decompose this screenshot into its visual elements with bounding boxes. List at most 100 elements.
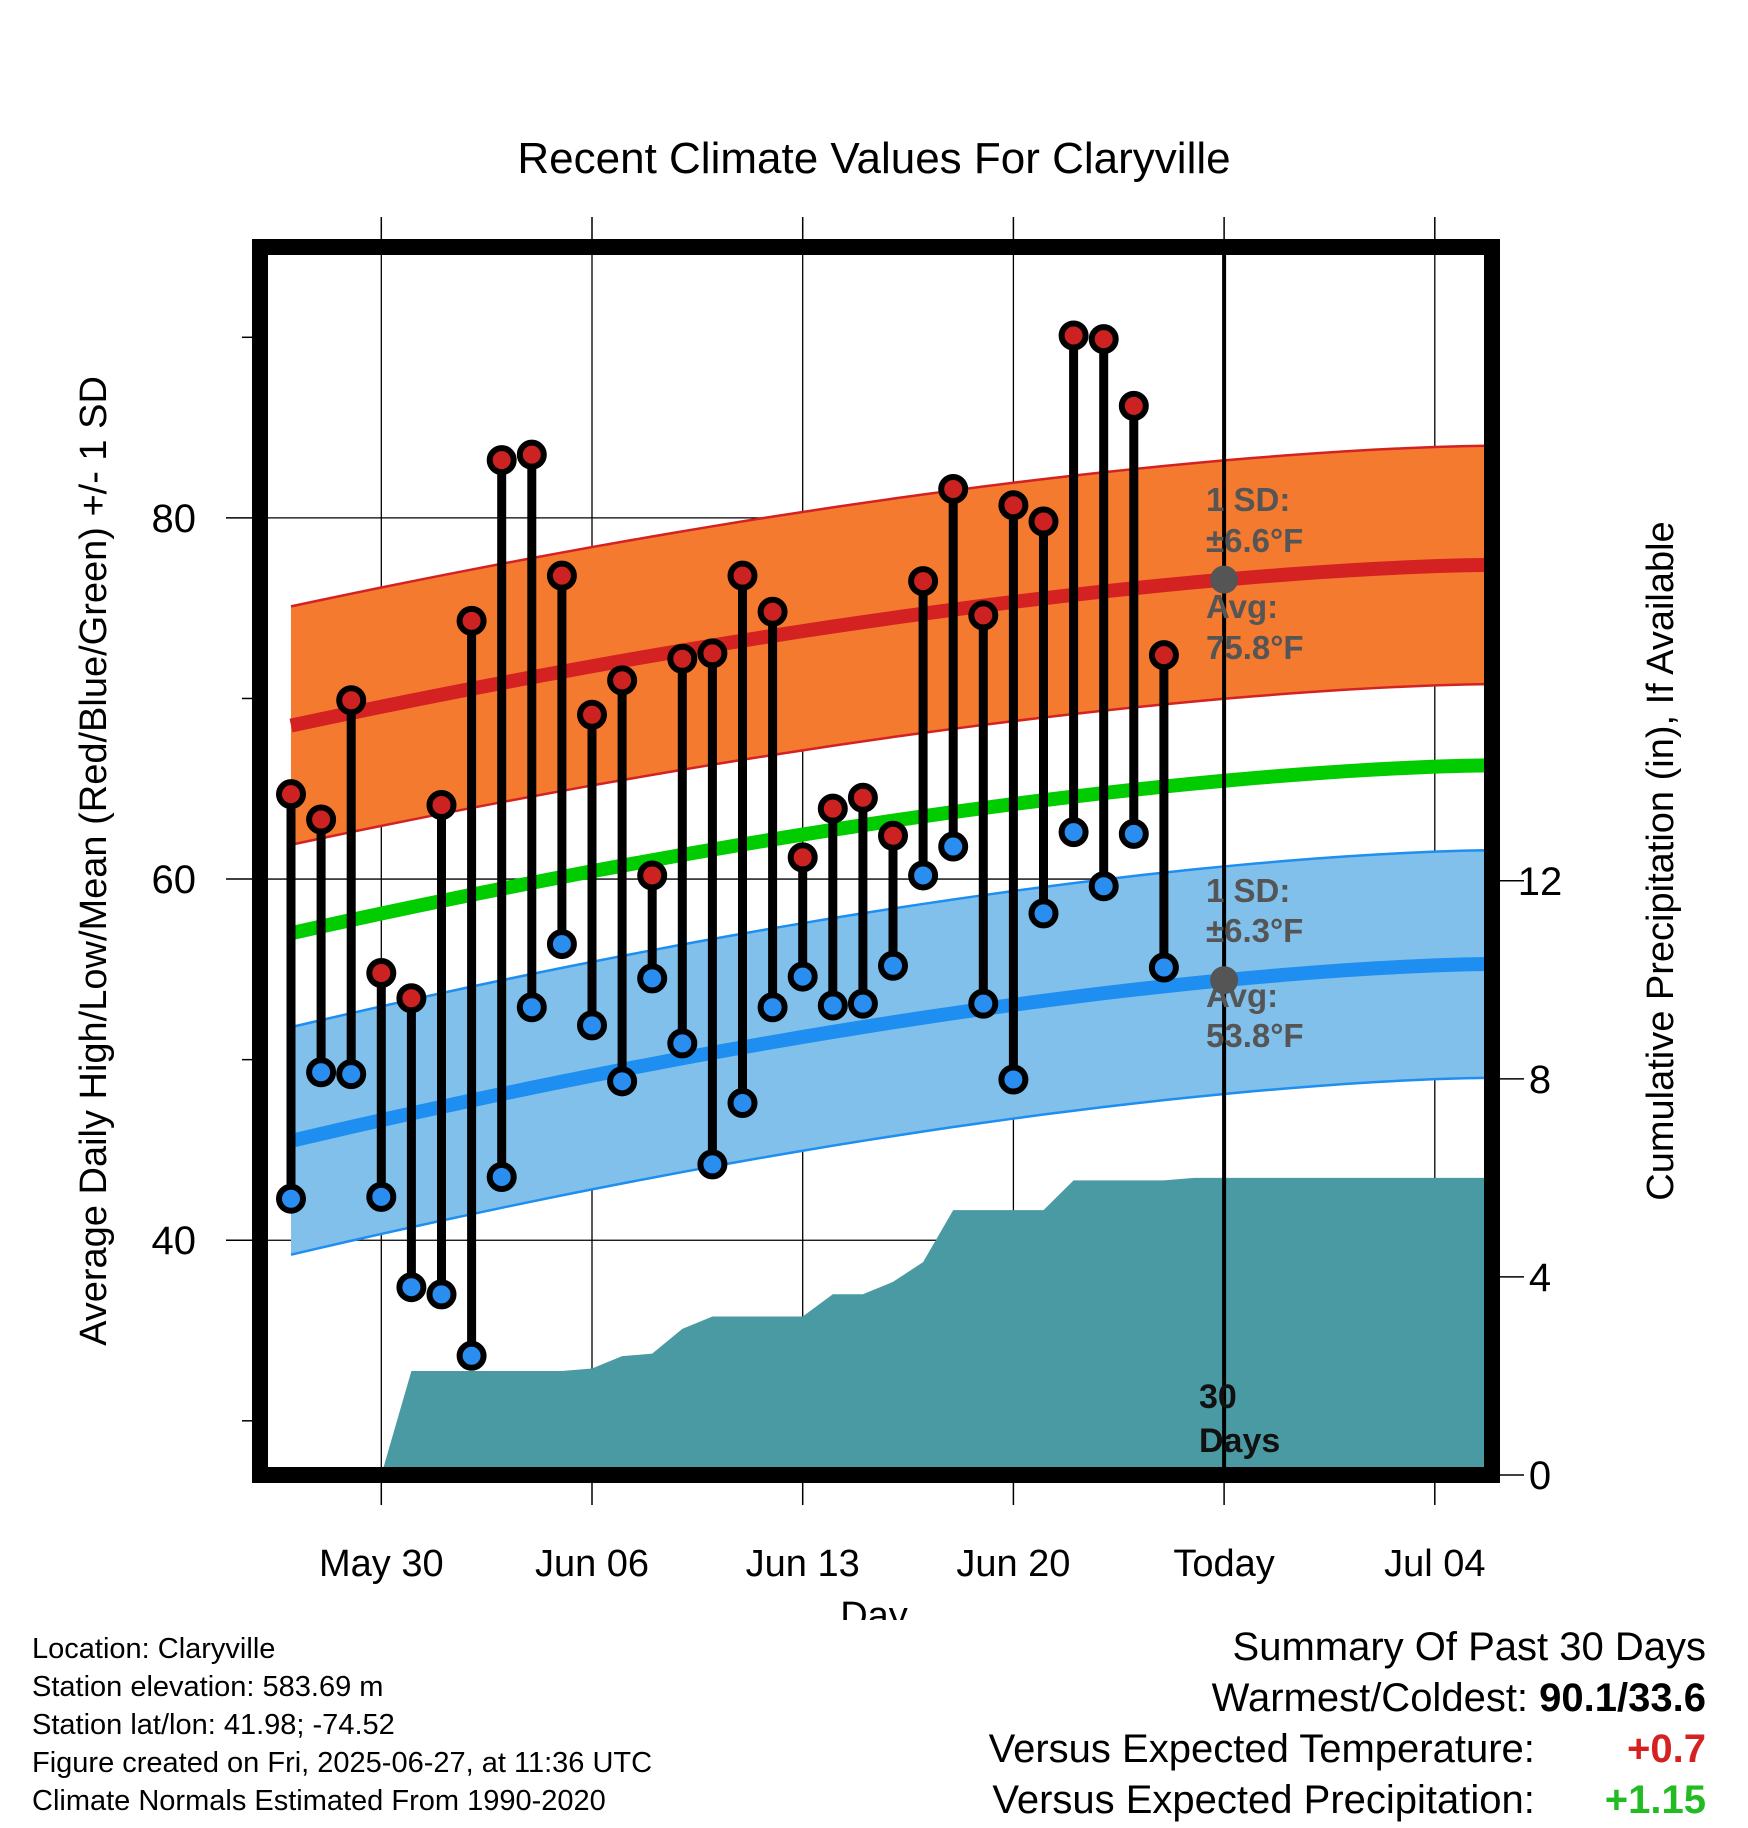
avg-low-line [289, 956, 1496, 1148]
y-axis-label-right: Cumulative Precipitation (in), If Availa… [1640, 521, 1682, 1200]
daily-low-point [577, 1010, 607, 1041]
elevation-text: Station elevation: 583.69 m [32, 1671, 384, 1703]
chart-title: Recent Climate Values For Claryville [517, 134, 1230, 183]
daily-high-point [998, 490, 1029, 521]
precipitation-area [291, 1177, 1495, 1475]
summary-warm-cold-row: Warmest/Coldest: 90.1/33.6 [989, 1673, 1706, 1724]
days-word-label: Days [1199, 1422, 1280, 1460]
x-axis-label: Day [840, 1595, 908, 1620]
low-sd-band [291, 850, 1495, 1255]
daily-low-point [637, 963, 668, 994]
axes: May 30 Jun 06 Jun 13 Jun 20 Today Jul 0440608… [152, 217, 1562, 1585]
daily-low-point [516, 992, 547, 1023]
daily-high-point [426, 790, 457, 821]
daily-high-point [607, 665, 638, 696]
daily-low-point [697, 1149, 728, 1180]
daily-high-point [1058, 320, 1089, 351]
low-band-lower-edge [290, 1076, 1496, 1256]
daily-low-point [486, 1162, 517, 1193]
daily-high-point [727, 560, 758, 591]
daily-high-point [878, 820, 908, 851]
daily-high-point [1148, 640, 1179, 671]
daily-low-point [396, 1272, 427, 1303]
daily-high-point [336, 685, 367, 716]
temp-label: Versus Expected Temperature: [988, 1727, 1535, 1771]
daily-low-point [968, 988, 999, 1019]
high-avg-label: Avg: [1206, 588, 1278, 625]
daily-high-point [456, 605, 487, 636]
daily-high-point [366, 957, 397, 988]
summary-title: Summary Of Past 30 Days [1232, 1625, 1706, 1669]
daily-low-point [456, 1340, 487, 1371]
daily-low-point [757, 992, 788, 1023]
daily-low-point [908, 860, 939, 891]
plot-area: 1 SD: ±6.6°F Avg: 75.8°F 1 SD: ±6.3°F Av… [252, 239, 1500, 1483]
y-right-tick-label: 8 [1529, 1058, 1551, 1102]
low-sd-value: ±6.3°F [1206, 912, 1303, 949]
x-tick-label: Jun 13 [746, 1543, 860, 1585]
today-avg-high-dot [1210, 565, 1239, 594]
summary-precip-row: Versus Expected Precipitation: +1.15 [989, 1775, 1706, 1826]
daily-high-point [968, 600, 999, 631]
latlon-text: Station lat/lon: 41.98; -74.52 [32, 1709, 395, 1741]
location-text: Location: Claryville [32, 1633, 276, 1665]
daily-low-point [727, 1087, 758, 1118]
low-sd-label: 1 SD: [1206, 872, 1290, 909]
daily-high-point [486, 445, 517, 476]
climate-chart: Recent Climate Values For Claryville 1 S… [73, 134, 1682, 1620]
x-tick-label: Today [1173, 1543, 1274, 1585]
normal-annotations: 1 SD: ±6.6°F Avg: 75.8°F 1 SD: ±6.3°F Av… [1199, 481, 1304, 1460]
y-right-tick-label: 4 [1529, 1256, 1551, 1300]
daily-low-point [607, 1066, 638, 1097]
daily-low-point [1118, 818, 1149, 849]
daily-low-point [426, 1279, 457, 1310]
x-tick-label: May 30 [319, 1543, 444, 1585]
low-avg-label: Avg: [1206, 977, 1278, 1014]
y-left-tick-label: 40 [152, 1219, 197, 1263]
days-count-label: 30 [1199, 1378, 1237, 1416]
daily-low-point [1088, 871, 1119, 902]
high-band-lower-edge [290, 682, 1496, 846]
summary-panel: Summary Of Past 30 Days Warmest/Coldest:… [989, 1622, 1706, 1826]
created-text: Figure created on Fri, 2025-06-27, at 11… [32, 1747, 653, 1779]
daily-high-point [697, 638, 728, 669]
daily-high-point [276, 779, 306, 810]
daily-high-point [637, 860, 668, 891]
daily-high-point [306, 804, 337, 835]
today-avg-low-dot [1210, 966, 1239, 995]
daily-high-point [516, 439, 547, 470]
high-sd-label: 1 SD: [1206, 481, 1290, 518]
daily-high-point [667, 643, 698, 674]
x-tick-label: Jun 20 [956, 1543, 1070, 1585]
daily-low-point [878, 950, 908, 981]
daily-low-point [306, 1057, 337, 1088]
daily-high-point [787, 842, 818, 873]
avg-mean-line [289, 758, 1496, 941]
daily-low-point [787, 961, 818, 992]
low-avg-value: 53.8°F [1206, 1017, 1304, 1054]
daily-low-point [366, 1181, 397, 1212]
x-tick-label: Jul 04 [1384, 1543, 1485, 1585]
daily-high-point [1118, 390, 1149, 421]
warm-cold-label: Warmest/Coldest: [1211, 1676, 1529, 1720]
warm-cold-value: 90.1/33.6 [1539, 1676, 1706, 1720]
station-info: Location: Claryville Station elevation: … [32, 1630, 652, 1820]
daily-low-point [667, 1028, 698, 1059]
daily-high-point [546, 560, 577, 591]
precip-value: +1.15 [1604, 1778, 1706, 1822]
normals-text: Climate Normals Estimated From 1990-2020 [32, 1785, 606, 1817]
daily-low-point [817, 990, 848, 1021]
daily-high-point [817, 793, 848, 824]
high-sd-value: ±6.6°F [1206, 522, 1303, 559]
precipitation-fill [291, 1177, 1495, 1475]
daily-high-point [577, 699, 607, 730]
y-left-tick-label: 80 [152, 497, 197, 541]
daily-low-point [1058, 817, 1089, 848]
precip-label: Versus Expected Precipitation: [992, 1778, 1535, 1822]
high-avg-value: 75.8°F [1206, 629, 1304, 666]
daily-low-point [276, 1183, 306, 1214]
daily-low-point [938, 831, 969, 862]
daily-high-point [1088, 324, 1119, 355]
daily-low-point [847, 988, 878, 1019]
y-right-tick-label: 0 [1529, 1454, 1551, 1498]
